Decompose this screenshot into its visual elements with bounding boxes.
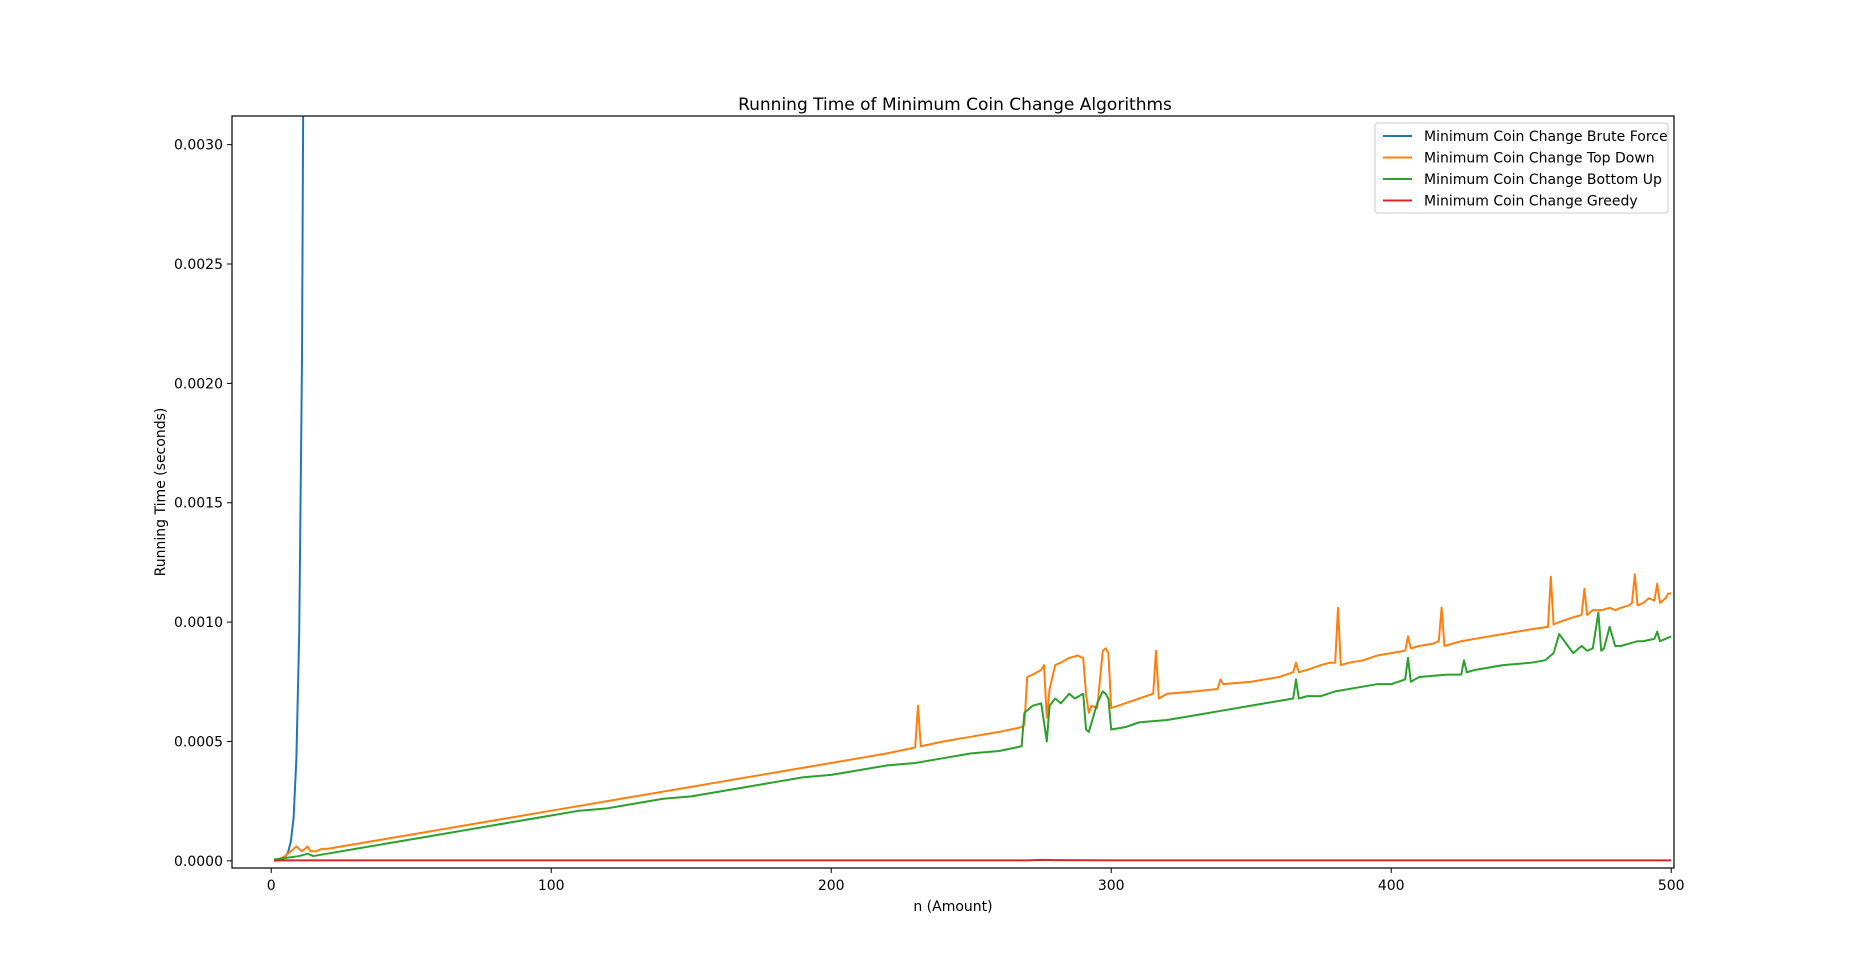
- legend-label-3: Minimum Coin Change Greedy: [1424, 194, 1638, 210]
- series-line-1: [273, 573, 1672, 861]
- legend-box: [1374, 122, 1669, 214]
- y-tick-label: 0.0020: [174, 376, 223, 392]
- x-axis-label: n (Amount): [913, 899, 992, 915]
- legend-label-0: Minimum Coin Change Brute Force: [1424, 129, 1668, 145]
- y-tick-label: 0.0030: [174, 138, 223, 154]
- x-tick-label: 400: [1378, 878, 1405, 894]
- legend-label-1: Minimum Coin Change Top Down: [1424, 151, 1655, 167]
- y-tick-label: 0.0000: [174, 854, 223, 870]
- y-tick-label: 0.0005: [174, 734, 223, 750]
- series-line-2: [273, 611, 1672, 861]
- y-tick-label: 0.0010: [174, 615, 223, 631]
- y-axis-label: Running Time (seconds): [153, 408, 169, 577]
- series-layer: [273, 116, 1672, 862]
- y-tick-label: 0.0015: [174, 496, 223, 512]
- x-axis: 0 100 200 300 400 500: [267, 868, 1685, 894]
- x-tick-label: 300: [1098, 878, 1125, 894]
- x-tick-label: 100: [538, 878, 565, 894]
- plot-frame: [231, 115, 1675, 869]
- x-tick-label: 0: [267, 878, 276, 894]
- x-tick-label: 500: [1658, 878, 1685, 894]
- chart-title: Running Time of Minimum Coin Change Algo…: [738, 95, 1172, 115]
- x-tick-label: 200: [818, 878, 845, 894]
- y-axis: 0.0000 0.0005 0.0010 0.0015 0.0020 0.0025 0.00…: [174, 138, 232, 870]
- legend: Minimum Coin Change Brute Force Minimum C…: [1374, 122, 1669, 214]
- y-tick-label: 0.0025: [174, 257, 223, 273]
- legend-label-2: Minimum Coin Change Bottom Up: [1424, 172, 1662, 188]
